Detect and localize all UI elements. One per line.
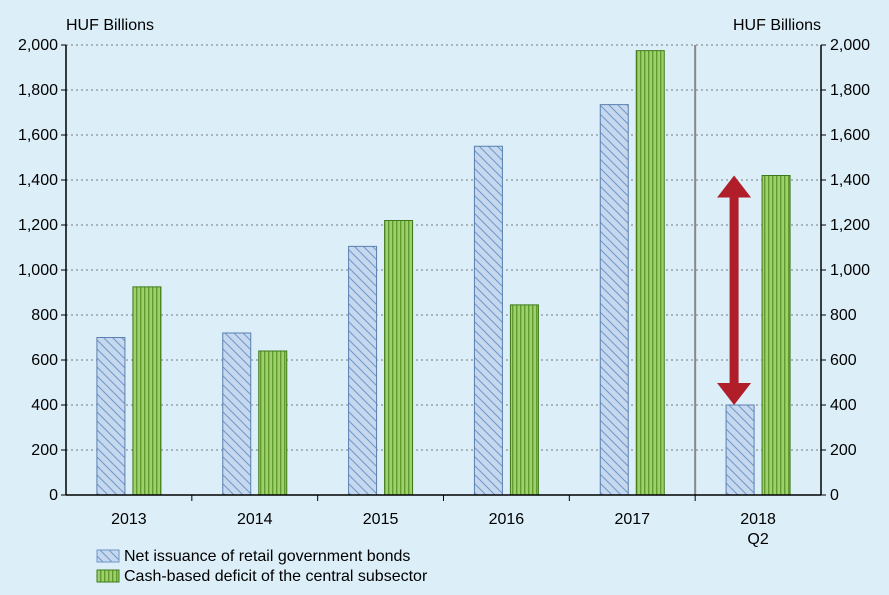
y-tick-label-left: 800 — [31, 307, 58, 324]
y-tick-label-right: 600 — [830, 352, 857, 369]
left-axis-unit: HUF Billions — [66, 17, 154, 34]
bar-retail-bonds-2015 — [348, 245, 378, 496]
legend-swatch-retail-bonds — [96, 549, 120, 563]
y-tick-label-left: 600 — [31, 352, 58, 369]
x-tick-label: 2017 — [614, 511, 650, 528]
x-tick-label: 2015 — [363, 511, 399, 528]
right-axis-unit: HUF Billions — [733, 17, 821, 34]
bar-deficit-2015 — [384, 220, 414, 496]
y-tick-label-left: 2,000 — [18, 37, 58, 54]
y-tick-label-left: 400 — [31, 397, 58, 414]
legend: Net issuance of retail government bonds … — [96, 548, 428, 585]
bar-deficit-2018 — [761, 175, 791, 496]
y-tick-label-left: 1,800 — [18, 82, 58, 99]
y-tick-label-left: 200 — [31, 442, 58, 459]
bar-retail-bonds-2017 — [599, 104, 629, 496]
gap-double-arrow — [717, 175, 752, 405]
legend-label-retail-bonds: Net issuance of retail government bonds — [124, 548, 410, 565]
bar-deficit-2016 — [509, 304, 539, 496]
x-tick-label: 2018 — [740, 511, 776, 528]
bar-deficit-2017 — [635, 50, 665, 496]
y-tick-label-left: 0 — [49, 487, 58, 504]
bar-retail-bonds-2016 — [473, 145, 503, 496]
legend-swatch-deficit — [96, 569, 120, 583]
y-tick-label-right: 1,200 — [830, 217, 870, 234]
bar-retail-bonds-2014 — [222, 332, 252, 496]
bar-retail-bonds-2013 — [96, 337, 126, 496]
x-tick-label: 2014 — [237, 511, 273, 528]
gridlines — [66, 44, 821, 495]
annotations — [717, 175, 752, 405]
x-tick-label: 2013 — [111, 511, 147, 528]
y-tick-label-right: 200 — [830, 442, 857, 459]
y-tick-label-left: 1,600 — [18, 127, 58, 144]
axes — [61, 44, 826, 501]
y-tick-label-left: 1,200 — [18, 217, 58, 234]
y-tick-label-right: 2,000 — [830, 37, 870, 54]
tick-labels: 0 0 200 200 400 400 600 600 800 800 1,000 1,000 1,20… — [18, 37, 870, 548]
y-tick-label-right: 400 — [830, 397, 857, 414]
bar-deficit-2013 — [132, 286, 162, 496]
bars — [96, 50, 791, 496]
bar-deficit-2014 — [258, 350, 288, 496]
x-tick-sublabel: Q2 — [747, 531, 768, 548]
y-tick-label-right: 1,000 — [830, 262, 870, 279]
y-tick-label-right: 1,600 — [830, 127, 870, 144]
legend-item-retail-bonds: Net issuance of retail government bonds — [96, 548, 410, 565]
bar-retail-bonds-2018 — [725, 404, 755, 496]
y-tick-label-left: 1,400 — [18, 172, 58, 189]
y-tick-label-right: 1,800 — [830, 82, 870, 99]
x-tick-label: 2016 — [489, 511, 525, 528]
legend-label-deficit: Cash-based deficit of the central subsec… — [124, 568, 428, 585]
y-tick-label-left: 1,000 — [18, 262, 58, 279]
legend-item-deficit: Cash-based deficit of the central subsec… — [96, 568, 428, 585]
y-tick-label-right: 0 — [830, 487, 839, 504]
y-tick-label-right: 800 — [830, 307, 857, 324]
y-tick-label-right: 1,400 — [830, 172, 870, 189]
